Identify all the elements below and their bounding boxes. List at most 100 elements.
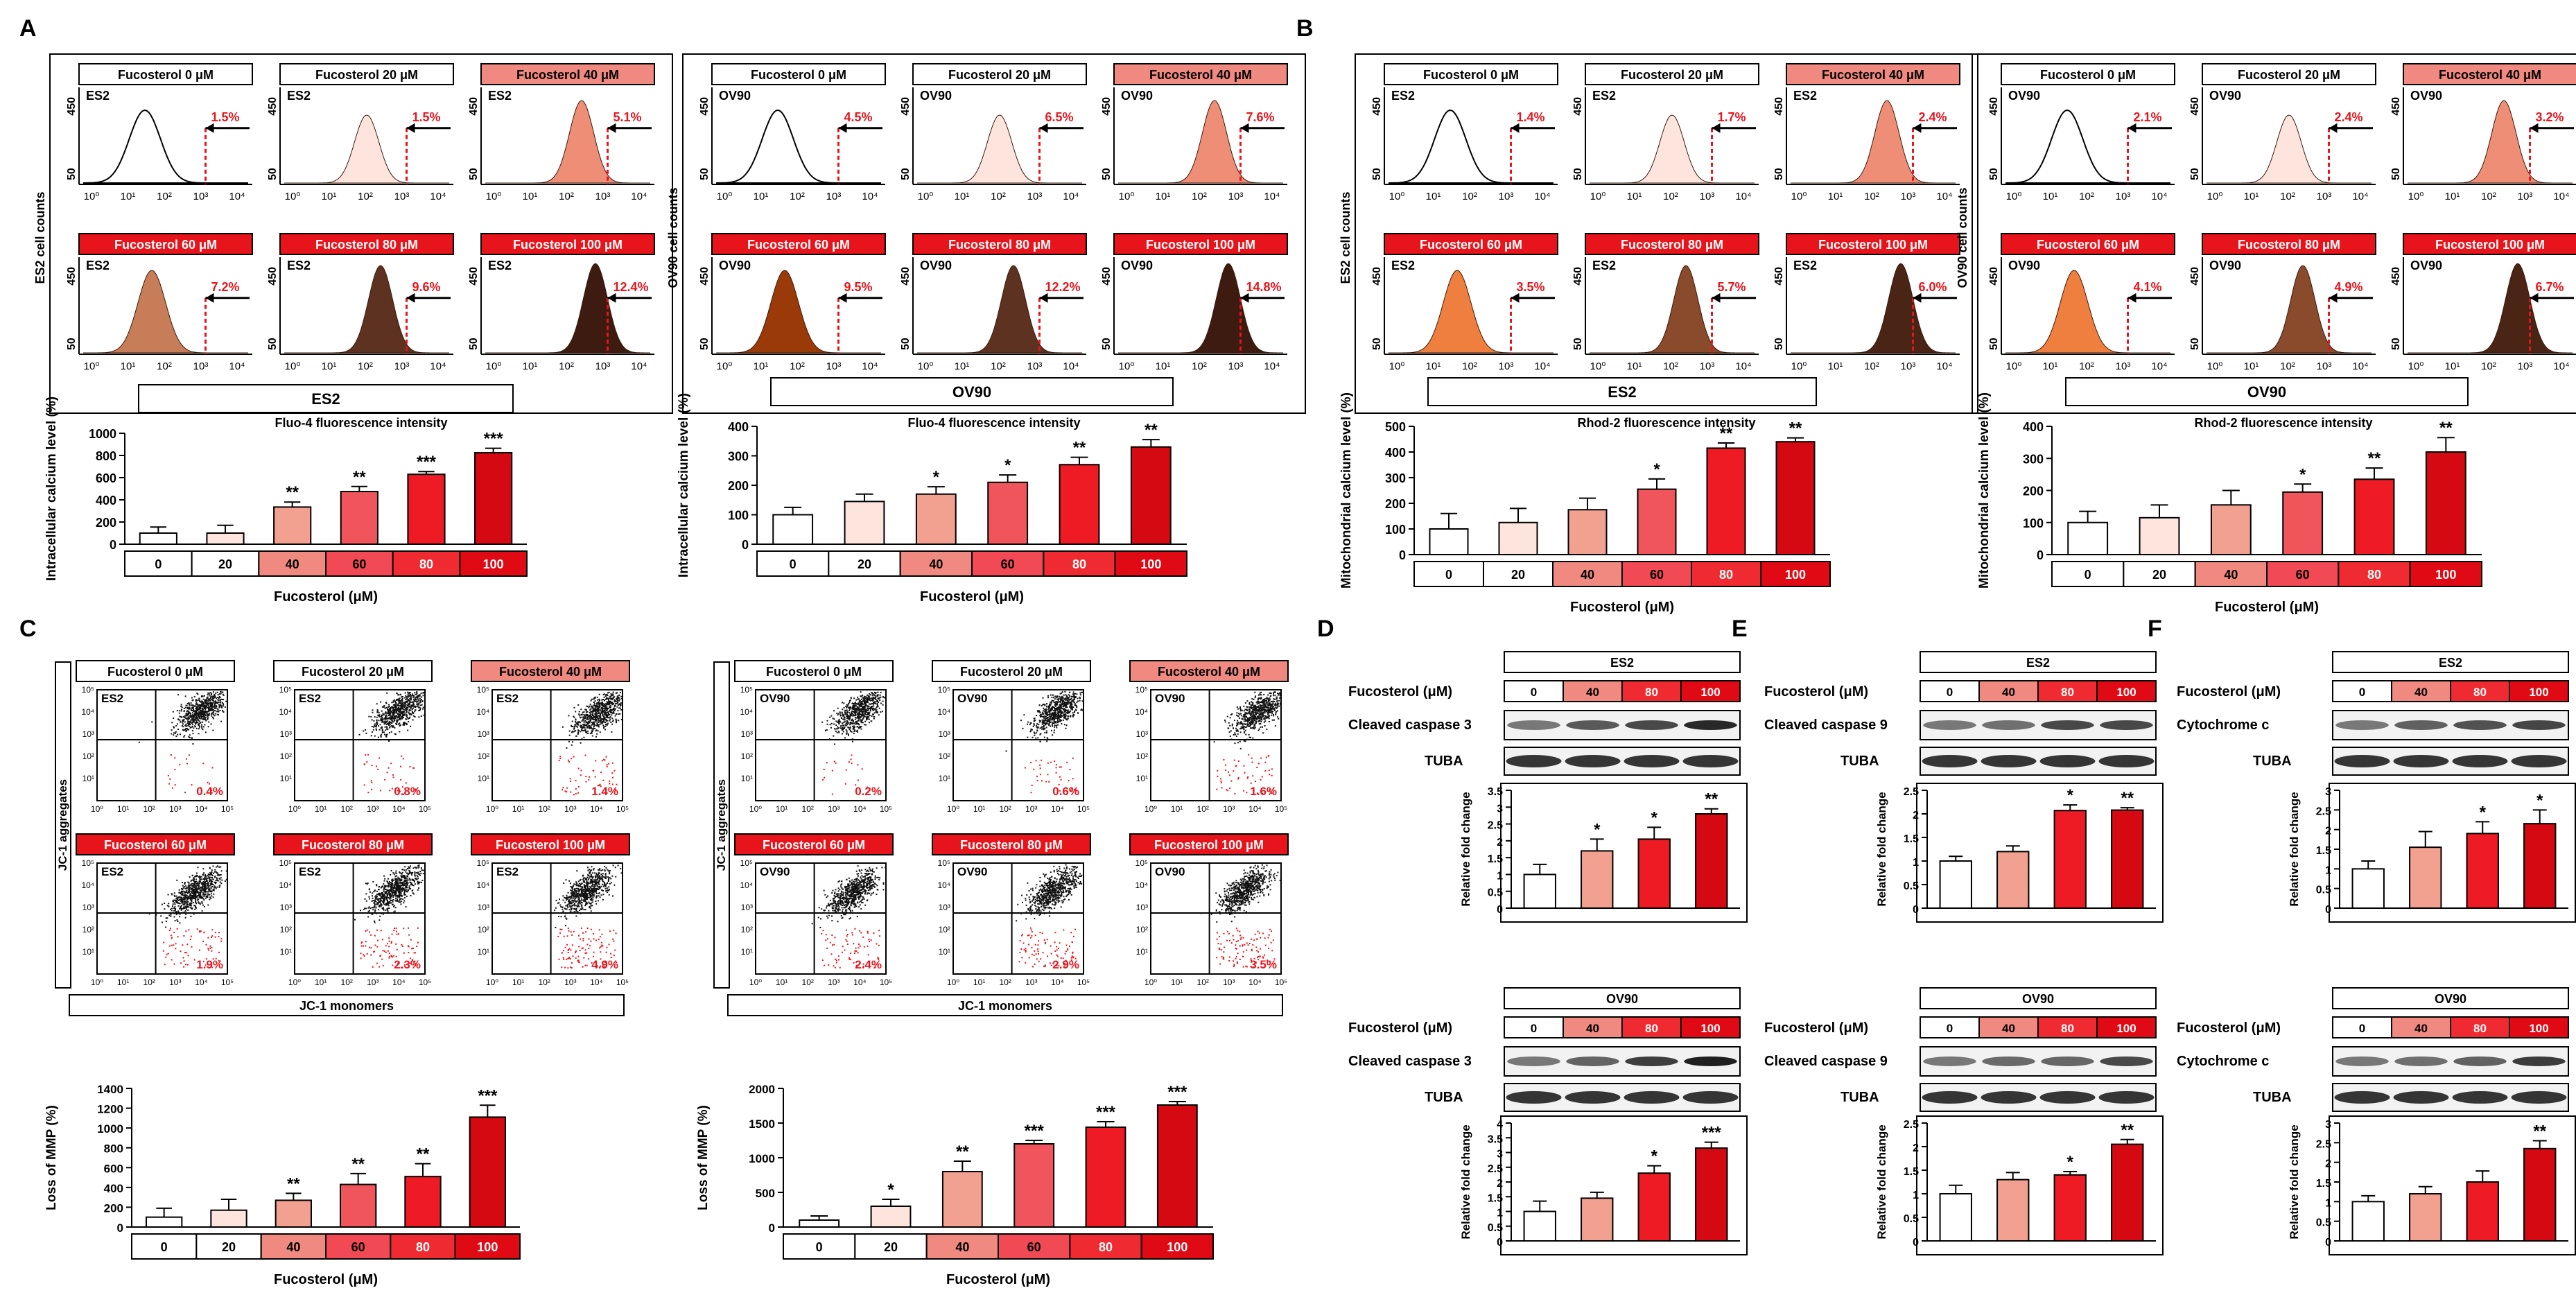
dose-label: 40 [286, 1240, 300, 1254]
y-tick: 50 [267, 338, 279, 350]
x-tick: 10¹ [1828, 360, 1843, 372]
x-tick: 10⁵ [419, 804, 431, 814]
x-tick: 10³ [394, 360, 410, 372]
dose-cell [2096, 1016, 2157, 1038]
plot-title: Fucosterol 100 μM [1154, 838, 1264, 852]
tuba-band [1565, 1091, 1621, 1104]
y-tick-label: 600 [96, 471, 116, 485]
bar [206, 532, 245, 545]
scatter-points-aggregate [1201, 864, 1281, 923]
y-tick-label: 1 [2325, 1197, 2331, 1209]
protein-band [1566, 1057, 1619, 1066]
dose-label: 100 [2529, 686, 2548, 699]
x-tick: 10⁰ [1145, 977, 1157, 987]
histogram-curve [917, 114, 1082, 184]
x-tick: 10³ [1499, 360, 1514, 372]
y-tick-label: 2000 [749, 1083, 775, 1096]
x-tick: 10⁰ [1791, 191, 1807, 202]
scatter-points-aggregate [1213, 691, 1282, 749]
y-tick-label: 1000 [89, 427, 116, 441]
significance-mark: * [2067, 786, 2074, 805]
cell-line-label: OV90 [2410, 89, 2442, 103]
bar [210, 1209, 247, 1228]
scatter-points-aggregate [1016, 864, 1083, 922]
x-tick: 10³ [1027, 191, 1043, 202]
x-tick: 10¹ [1171, 977, 1183, 987]
x-tick: 10⁵ [616, 804, 629, 814]
y-tick-label: 1.5 [2316, 1178, 2331, 1190]
significance-mark: ** [417, 1145, 430, 1164]
significance-mark: ** [2533, 1122, 2546, 1141]
bar [474, 452, 513, 545]
y-tick: 10³ [1136, 729, 1148, 739]
y-tick: 50 [1988, 338, 2000, 350]
plot-title: Fucosterol 100 μM [2435, 238, 2545, 252]
gate-percentage: 3.2% [2536, 110, 2564, 124]
x-tick: 10³ [1025, 804, 1037, 814]
cell-line-label: ES2 [86, 89, 110, 103]
histogram-curve [715, 109, 881, 184]
dose-cell [2096, 680, 2157, 702]
x-tick: 10⁰ [285, 360, 301, 372]
dose-cell [1114, 550, 1187, 577]
protein-band [1982, 1057, 2035, 1066]
chart-title: OV90 [2247, 383, 2286, 401]
x-tick: 10¹ [754, 191, 769, 202]
y-tick-label: 1.5 [2316, 845, 2331, 857]
arrow-head [1039, 293, 1048, 303]
x-tick: 10⁰ [486, 977, 498, 987]
y-tick-label: 0 [117, 1221, 123, 1235]
plot-title: Fucosterol 100 μM [496, 838, 605, 852]
x-tick: 10¹ [512, 977, 524, 987]
gate-percentage: 5.7% [1718, 280, 1746, 294]
dose-cell [124, 550, 193, 577]
dose-label: 60 [1027, 1240, 1041, 1254]
plot-title-box [1129, 833, 1289, 855]
x-tick: 10² [1197, 804, 1209, 814]
plot-title: Fucosterol 100 μM [1818, 238, 1928, 252]
plot-title-box [912, 63, 1087, 85]
x-tick: 10⁴ [1264, 191, 1280, 202]
significance-mark: * [2536, 791, 2543, 810]
x-tick: 10⁴ [1735, 360, 1751, 372]
y-tick-label: 300 [1385, 471, 1406, 485]
y-tick-label: 100 [2023, 516, 2044, 530]
cell-line-box [1504, 651, 1741, 673]
x-tick: 10¹ [322, 191, 337, 202]
bar [2067, 521, 2109, 555]
y-axis-label-box [713, 661, 730, 989]
x-tick: 10⁰ [288, 977, 301, 987]
x-tick: 10¹ [1156, 191, 1171, 202]
arrow-head [2329, 293, 2338, 303]
plot-title: Fucosterol 0 μM [118, 68, 214, 82]
histogram-curve [1590, 114, 1755, 184]
quadrant-percentage: 0.4% [196, 785, 223, 798]
y-tick-label: 1.5 [1904, 1166, 1919, 1178]
histogram-curve [2005, 109, 2170, 184]
bar [2523, 1147, 2557, 1242]
x-tick: 10¹ [523, 191, 538, 202]
bar [1059, 464, 1100, 545]
x-tick: 10² [790, 360, 805, 372]
x-tick: 10¹ [117, 977, 129, 987]
chart-frame [2329, 783, 2576, 923]
dose-label: 40 [1581, 568, 1594, 582]
tuba-band [2452, 755, 2508, 767]
y-tick-label: 3 [2325, 786, 2331, 798]
x-tick: 10⁰ [947, 977, 959, 987]
dose-label: 40 [1586, 1022, 1599, 1035]
dose-cell [2509, 680, 2569, 702]
y-tick-label: 2.5 [1904, 786, 1919, 798]
plot-title-box [711, 63, 886, 85]
bar [1013, 1143, 1055, 1228]
y-tick-label: 500 [756, 1187, 775, 1200]
significance-mark: * [2299, 465, 2306, 484]
panel-letter: E [1732, 616, 1748, 642]
x-tick: 10¹ [117, 804, 129, 814]
tuba-band [2452, 1091, 2508, 1104]
protein-band [2100, 1057, 2153, 1066]
y-tick: 10⁵ [1135, 685, 1148, 695]
y-axis-label: Relative fold change [2288, 792, 2301, 906]
x-tick: 10⁴ [1735, 191, 1751, 202]
y-axis-label: Relative fold change [1459, 792, 1472, 906]
